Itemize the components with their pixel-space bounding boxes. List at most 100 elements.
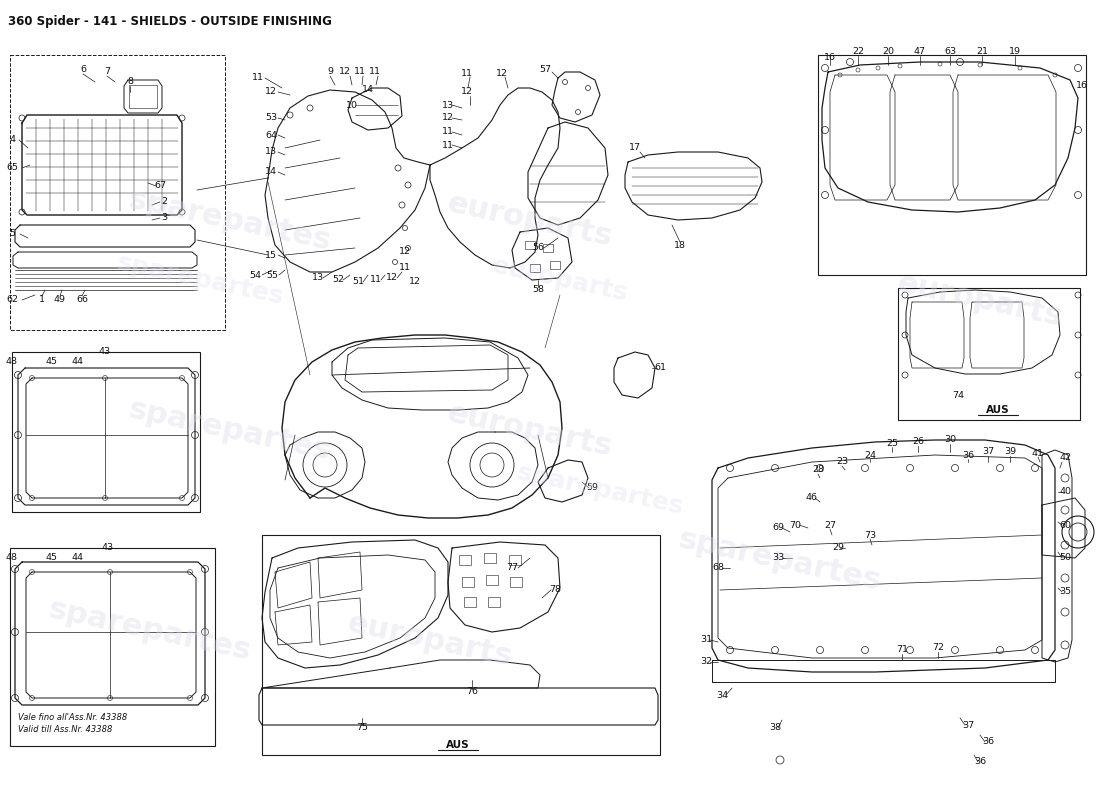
Text: 23: 23 <box>836 458 848 466</box>
Text: 60: 60 <box>1059 521 1071 530</box>
Text: 57: 57 <box>539 66 551 74</box>
Text: 36: 36 <box>982 738 994 746</box>
Text: 7: 7 <box>104 67 110 77</box>
Text: sparepartes: sparepartes <box>125 184 334 256</box>
Text: 69: 69 <box>772 523 784 533</box>
Bar <box>510 577 522 587</box>
Bar <box>459 555 471 565</box>
Bar <box>509 555 521 565</box>
Text: 45: 45 <box>46 358 58 366</box>
Text: AUS: AUS <box>987 405 1010 415</box>
Text: 45: 45 <box>46 554 58 562</box>
Text: 37: 37 <box>961 721 975 730</box>
Text: 12: 12 <box>399 247 411 257</box>
Text: 16: 16 <box>1076 81 1088 90</box>
Text: sparepartes: sparepartes <box>114 250 286 310</box>
Text: 78: 78 <box>549 586 561 594</box>
Text: 21: 21 <box>976 47 988 57</box>
Text: 10: 10 <box>346 101 358 110</box>
Bar <box>898 288 1080 420</box>
Text: 6: 6 <box>80 66 86 74</box>
Text: 12: 12 <box>442 114 454 122</box>
Text: 13: 13 <box>442 101 454 110</box>
Text: 11: 11 <box>442 127 454 137</box>
Text: 52: 52 <box>332 275 344 285</box>
Text: 28: 28 <box>812 466 824 474</box>
Text: europarts: europarts <box>444 398 615 462</box>
Text: 41: 41 <box>1032 449 1044 458</box>
Text: 13: 13 <box>265 147 277 157</box>
Bar <box>484 553 496 563</box>
Text: 48: 48 <box>6 554 18 562</box>
Bar <box>486 575 498 585</box>
Text: 360 Spider - 141 - SHIELDS - OUTSIDE FINISHING: 360 Spider - 141 - SHIELDS - OUTSIDE FIN… <box>8 15 332 28</box>
Text: 11: 11 <box>399 263 411 273</box>
Text: 56: 56 <box>532 243 544 253</box>
Text: 27: 27 <box>824 521 836 530</box>
Text: 62: 62 <box>6 295 18 305</box>
Text: 12: 12 <box>339 67 351 77</box>
Text: europarts: europarts <box>490 254 630 306</box>
Bar <box>543 244 553 252</box>
Text: 48: 48 <box>6 358 18 366</box>
Text: sparepartes: sparepartes <box>515 461 685 519</box>
Text: 42: 42 <box>1059 454 1071 462</box>
Text: 12: 12 <box>265 87 277 97</box>
Text: sparepartes: sparepartes <box>675 524 884 596</box>
Text: 38: 38 <box>769 723 781 733</box>
Text: 37: 37 <box>982 447 994 457</box>
Text: 9: 9 <box>327 67 333 77</box>
Bar <box>818 55 1086 275</box>
Text: 44: 44 <box>72 358 84 366</box>
Text: 11: 11 <box>368 67 381 77</box>
Text: 14: 14 <box>265 167 277 177</box>
Text: 18: 18 <box>674 241 686 250</box>
Text: 29: 29 <box>832 543 844 553</box>
Text: 68: 68 <box>712 563 724 573</box>
Text: 11: 11 <box>354 67 366 77</box>
Bar <box>488 597 501 607</box>
Text: Vale fino all'Ass.Nr. 43388: Vale fino all'Ass.Nr. 43388 <box>18 714 128 722</box>
Bar <box>262 535 660 755</box>
Text: 1: 1 <box>39 295 45 305</box>
Text: 5: 5 <box>9 230 15 238</box>
Text: 44: 44 <box>72 554 84 562</box>
Text: 33: 33 <box>772 554 784 562</box>
Text: 43: 43 <box>102 543 114 553</box>
Text: 15: 15 <box>265 250 277 259</box>
Text: 65: 65 <box>6 163 18 173</box>
Text: 20: 20 <box>882 47 894 57</box>
Text: 49: 49 <box>54 295 66 305</box>
Text: 43: 43 <box>99 347 111 357</box>
Text: 16: 16 <box>824 54 836 62</box>
Text: sparepartes: sparepartes <box>46 594 254 666</box>
Text: europarts: europarts <box>344 608 515 672</box>
Text: 39: 39 <box>1004 447 1016 457</box>
Bar <box>12 352 200 512</box>
Text: 67: 67 <box>154 182 166 190</box>
Bar <box>10 548 214 746</box>
Text: 76: 76 <box>466 687 478 697</box>
Text: 13: 13 <box>312 274 324 282</box>
Text: 12: 12 <box>386 274 398 282</box>
Text: 66: 66 <box>76 295 88 305</box>
Text: 34: 34 <box>716 690 728 699</box>
Text: 63: 63 <box>944 47 956 57</box>
Text: 36: 36 <box>974 758 986 766</box>
Text: 73: 73 <box>864 530 876 539</box>
Text: 30: 30 <box>944 435 956 445</box>
Text: 3: 3 <box>161 214 167 222</box>
Text: 22: 22 <box>852 47 864 57</box>
Text: 71: 71 <box>896 646 907 654</box>
Bar <box>525 241 535 249</box>
Text: 70: 70 <box>789 521 801 530</box>
Bar <box>530 264 540 272</box>
Text: 46: 46 <box>806 494 818 502</box>
Text: 11: 11 <box>461 69 473 78</box>
Text: 59: 59 <box>586 483 598 493</box>
Text: 75: 75 <box>356 723 369 733</box>
Text: 47: 47 <box>914 47 926 57</box>
Text: 55: 55 <box>266 270 278 279</box>
Bar <box>464 597 476 607</box>
Text: 58: 58 <box>532 286 544 294</box>
